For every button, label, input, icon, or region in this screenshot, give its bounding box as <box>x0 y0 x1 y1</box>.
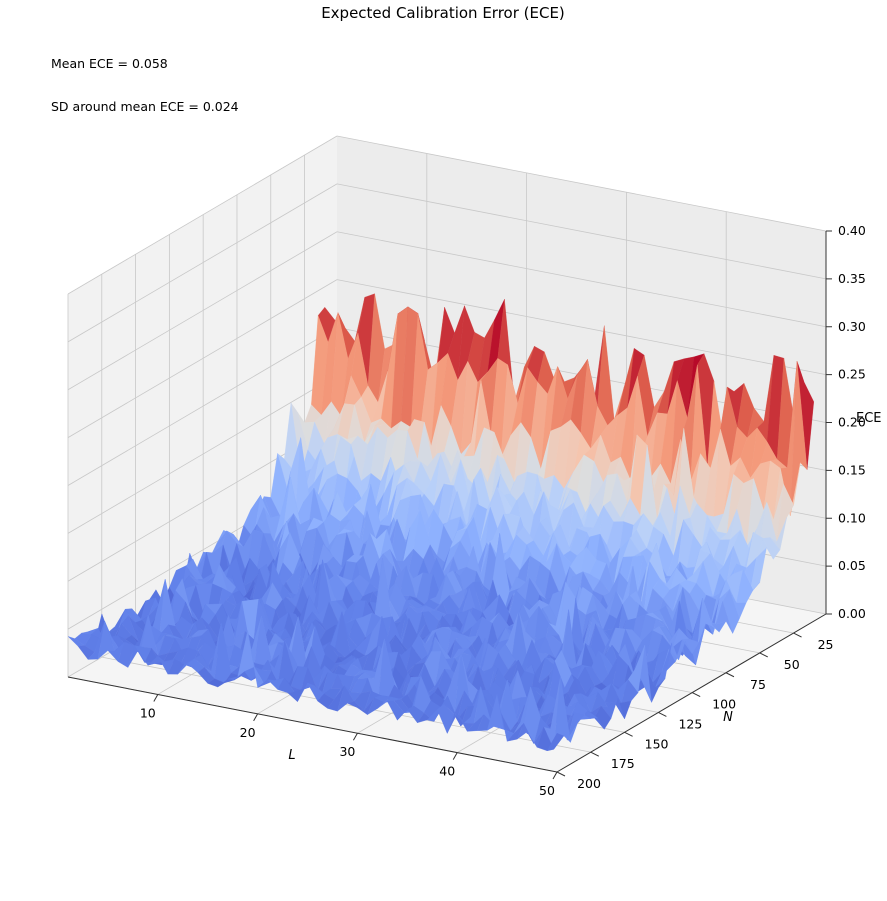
l-tick-label: 40 <box>439 764 455 779</box>
chart-title: Expected Calibration Error (ECE) <box>321 4 565 22</box>
ece-tick-label: 0.40 <box>838 223 866 238</box>
l-tick-mark <box>253 713 259 722</box>
n-tick-label: 75 <box>750 677 766 692</box>
l-axis-line <box>67 676 558 773</box>
grid-line-z <box>67 231 338 391</box>
grid-line-z <box>67 375 338 534</box>
ece-surface <box>67 293 814 752</box>
z-axis-label: ECE <box>856 411 882 426</box>
grid-line-z <box>67 279 338 438</box>
n-tick-mark <box>759 652 768 658</box>
surface-patch <box>546 733 565 752</box>
l-tick-mark <box>153 694 159 702</box>
l-tick-label: 50 <box>539 783 555 798</box>
n-tick-mark <box>725 672 735 678</box>
grid-line-z <box>336 183 827 280</box>
l-tick-label: 20 <box>240 725 256 740</box>
grid-line-z <box>67 327 338 486</box>
l-tick-mark <box>352 732 358 741</box>
l-tick-label: 30 <box>339 744 355 759</box>
mean-ece-annotation: Mean ECE = 0.058 <box>51 56 168 71</box>
grid-line-z <box>67 183 338 343</box>
n-axis-line <box>556 613 827 773</box>
n-tick-label: 25 <box>818 637 834 652</box>
ece-tick-label: 0.00 <box>838 606 866 621</box>
n-tick-label: 125 <box>678 716 702 731</box>
n-tick-label: 200 <box>577 776 601 791</box>
ece-tick-label: 0.30 <box>838 319 866 334</box>
tick-labels: 10 20 30 40 50 25 50 75 100 125 150 175 200 0.00 0.05 0… <box>140 223 866 798</box>
l-tick-mark <box>552 771 558 780</box>
ece-tick-label: 0.05 <box>838 558 866 573</box>
n-tick-label: 175 <box>611 756 635 771</box>
n-tick-mark <box>590 751 600 757</box>
grid-line-z <box>336 279 827 376</box>
n-tick-label: 150 <box>645 736 669 751</box>
y-axis-label: N <box>723 710 733 725</box>
ece-tick-label: 0.15 <box>838 462 866 477</box>
ece-tick-label: 0.35 <box>838 271 866 286</box>
n-tick-mark <box>691 692 701 698</box>
grid-line-z <box>336 135 827 232</box>
n-tick-mark <box>658 712 667 717</box>
n-tick-label: 50 <box>784 657 800 672</box>
grid-line-z <box>67 135 338 295</box>
l-tick-mark <box>452 752 458 760</box>
ece-tick-label: 0.20 <box>838 415 866 430</box>
n-tick-mark <box>793 632 802 638</box>
n-tick-label: 100 <box>712 697 736 712</box>
ece-tick-label: 0.25 <box>838 367 866 382</box>
ece-tick-label: 0.10 <box>838 510 866 525</box>
grid-line-z <box>336 231 827 328</box>
sd-ece-annotation: SD around mean ECE = 0.024 <box>51 99 239 114</box>
x-axis-label: L <box>288 748 295 763</box>
n-tick-mark <box>624 731 633 737</box>
n-tick-mark <box>556 771 566 777</box>
l-tick-label: 10 <box>140 705 156 720</box>
